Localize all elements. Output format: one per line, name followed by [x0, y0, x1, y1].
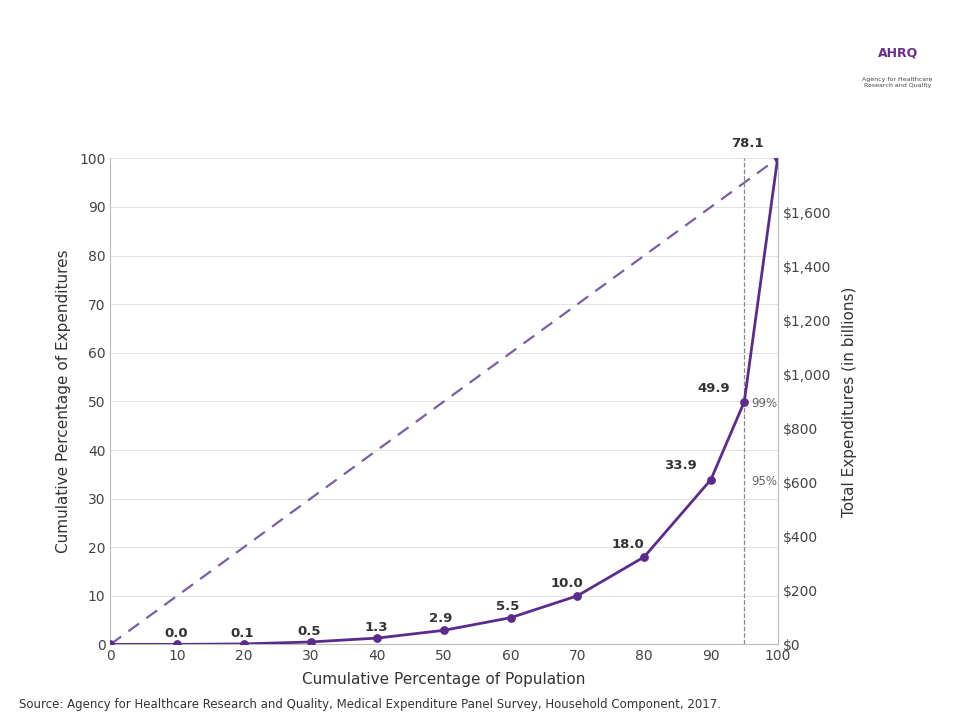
- Text: 99%: 99%: [751, 397, 777, 410]
- Text: 1.3: 1.3: [364, 621, 388, 634]
- Text: 49.9: 49.9: [698, 382, 731, 395]
- Text: 2.9: 2.9: [429, 613, 452, 626]
- Text: 5.5: 5.5: [495, 600, 519, 613]
- Text: 18.0: 18.0: [612, 538, 644, 551]
- Point: [103, 639, 118, 650]
- Point: [569, 590, 585, 602]
- Text: 95%: 95%: [751, 475, 777, 488]
- Y-axis label: Cumulative Percentage of Expenditures: Cumulative Percentage of Expenditures: [56, 250, 71, 553]
- Text: AHRQ: AHRQ: [877, 47, 918, 60]
- Point: [436, 624, 451, 636]
- X-axis label: Cumulative Percentage of Population: Cumulative Percentage of Population: [302, 672, 586, 687]
- Text: 0.5: 0.5: [298, 624, 321, 638]
- Text: Figure 1. Concentration curve of health care expenditures, U.S.: Figure 1. Concentration curve of health …: [72, 33, 773, 52]
- Text: 0.0: 0.0: [164, 627, 187, 640]
- Y-axis label: Total Expenditures (in billions): Total Expenditures (in billions): [842, 287, 857, 516]
- Point: [703, 474, 718, 485]
- Point: [236, 638, 252, 649]
- Text: Source: Agency for Healthcare Research and Quality, Medical Expenditure Panel Su: Source: Agency for Healthcare Research a…: [19, 698, 721, 711]
- Point: [503, 612, 518, 624]
- Polygon shape: [403, 0, 960, 149]
- Text: civilian noninstitutionalized population, 2017: civilian noninstitutionalized population…: [173, 86, 672, 105]
- Text: 0.1: 0.1: [230, 626, 254, 639]
- Point: [770, 153, 785, 164]
- Point: [303, 636, 319, 648]
- Point: [636, 552, 652, 563]
- Text: 10.0: 10.0: [551, 577, 584, 590]
- Text: 78.1: 78.1: [732, 137, 764, 150]
- Point: [736, 396, 752, 408]
- Text: 33.9: 33.9: [664, 459, 697, 472]
- Text: Agency for Healthcare
Research and Quality: Agency for Healthcare Research and Quali…: [862, 77, 933, 88]
- Point: [370, 632, 385, 644]
- Point: [169, 639, 184, 650]
